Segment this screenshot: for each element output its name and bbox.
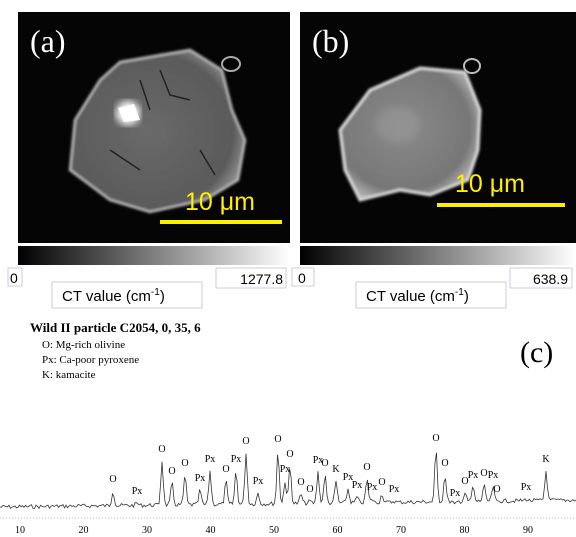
peak-label: O <box>297 477 304 488</box>
x-tick-label: 20 <box>79 525 89 536</box>
peak-label: Px <box>367 482 378 493</box>
colorbar <box>300 246 576 265</box>
scale-bar-label: 10 μm <box>455 170 525 198</box>
x-tick-label: 60 <box>333 525 343 536</box>
peak-label: O <box>109 474 116 485</box>
colorbar <box>18 246 290 265</box>
peak-label: O <box>493 484 500 495</box>
peak-label: O <box>321 458 328 469</box>
pattern-title: Wild II particle C2054, 0, 35, 6 <box>30 320 201 335</box>
x-tick-label: 30 <box>142 525 152 536</box>
peak-label: Px <box>205 454 216 465</box>
colorbar-max: 638.9 <box>533 271 568 287</box>
peak-label: Px <box>195 473 206 484</box>
label-text: ) <box>464 288 469 305</box>
peak-label: K <box>332 464 340 475</box>
legend-entry: O: Mg-rich olivine <box>42 339 125 351</box>
colorbar-min: 0 <box>10 270 18 286</box>
peak-label: K <box>542 454 550 465</box>
peak-label: O <box>432 433 439 444</box>
peak-label: O <box>158 444 165 455</box>
peak-label: O <box>286 449 293 460</box>
x-tick-label: 70 <box>396 525 406 536</box>
label-text: CT value (cm <box>366 288 455 305</box>
peak-label: Px <box>468 470 479 481</box>
colorbar-label: CT value (cm-1) <box>366 287 469 305</box>
colorbar-label: CT value (cm-1) <box>62 287 165 305</box>
scale-bar-label: 10 μm <box>185 188 255 216</box>
panel-c: Wild II particle C2054, 0, 35, 6 O: Mg-r… <box>0 320 576 536</box>
label-text: ) <box>160 288 165 305</box>
label-text: CT value (cm <box>62 288 151 305</box>
peak-label: O <box>168 466 175 477</box>
peak-label: O <box>363 462 370 473</box>
panel-a: (a) 10 μm 0 1277.8 CT value (cm-1) <box>8 12 290 308</box>
x-tick-label: 10 <box>15 525 25 536</box>
peak-label: Px <box>450 488 461 499</box>
peak-label: Px <box>280 464 291 475</box>
peak-label: Px <box>352 480 363 491</box>
x-tick-label: 80 <box>460 525 470 536</box>
panel-b: (b) 10 μm 0 638.9 CT value (cm-1) <box>292 12 576 308</box>
peak-label: O <box>480 468 487 479</box>
peak-label: O <box>441 458 448 469</box>
legend-entry: K: kamacite <box>42 369 96 381</box>
peak-label: Px <box>132 486 143 497</box>
peak-label: O <box>222 464 229 475</box>
colorbar-min: 0 <box>298 270 306 286</box>
peak-label: O <box>181 458 188 469</box>
grain <box>376 107 420 143</box>
peak-label: Px <box>231 454 242 465</box>
x-tick-label: 40 <box>206 525 216 536</box>
x-tick-label: 50 <box>269 525 279 536</box>
colorbar-max: 1277.8 <box>240 271 283 287</box>
peak-label: O <box>274 434 281 445</box>
peak-label: Px <box>389 484 400 495</box>
peak-label: O <box>242 436 249 447</box>
figure: (a) 10 μm 0 1277.8 CT value (cm-1) (b) 1… <box>0 0 576 537</box>
panel-label: (b) <box>312 23 349 59</box>
x-tick-label: 90 <box>523 525 533 536</box>
peak-label: Px <box>488 470 499 481</box>
peak-label: O <box>378 477 385 488</box>
panel-label: (c) <box>520 336 553 369</box>
panel-label: (a) <box>30 23 66 59</box>
peak-label: Px <box>253 476 264 487</box>
peak-label: Px <box>521 482 532 493</box>
peak-label: O <box>306 484 313 495</box>
legend-entry: Px: Ca-poor pyroxene <box>42 354 139 366</box>
